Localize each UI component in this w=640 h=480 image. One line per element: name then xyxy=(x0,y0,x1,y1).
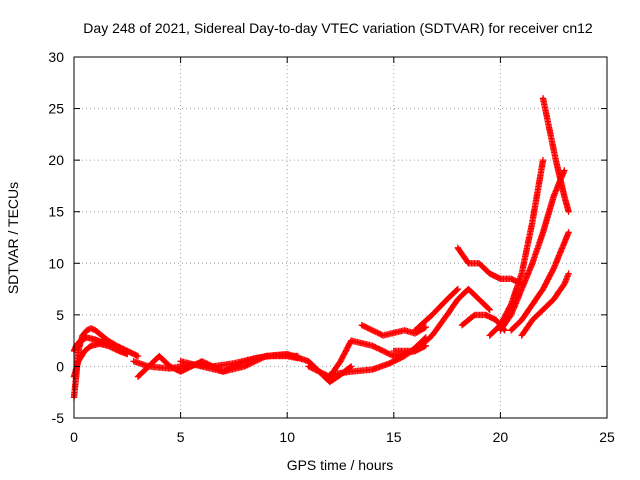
series-track-16 xyxy=(507,229,572,334)
data-point-markers xyxy=(130,351,302,372)
y-tick-label: -5 xyxy=(52,410,65,426)
chart-title: Day 248 of 2021, Sidereal Day-to-day VTE… xyxy=(83,20,593,36)
series-track-7 xyxy=(305,337,429,380)
series-track-9 xyxy=(358,322,429,339)
series-track-6 xyxy=(130,351,302,372)
data-point-markers xyxy=(411,285,461,334)
series-track-14 xyxy=(486,156,547,339)
y-tick-label: 5 xyxy=(56,307,64,323)
data-point-markers xyxy=(539,95,572,215)
data-point-markers xyxy=(70,325,142,401)
y-tick-label: 0 xyxy=(56,358,64,374)
data-point-markers xyxy=(305,337,429,380)
data-point-markers xyxy=(486,156,547,339)
y-tick-label: 30 xyxy=(48,49,64,65)
ticks: 0 5 10 15 20 25 -5 0 5 10 15 20 25 30 xyxy=(48,49,615,445)
x-tick-label: 10 xyxy=(279,429,295,445)
x-tick-label: 0 xyxy=(70,429,78,445)
series-track-12 xyxy=(454,244,525,288)
y-tick-label: 25 xyxy=(48,101,64,117)
data-point-markers xyxy=(497,167,568,334)
y-tick-label: 10 xyxy=(48,255,64,271)
x-axis-title: GPS time / hours xyxy=(287,457,394,473)
y-axis-title: SDTVAR / TECUs xyxy=(5,182,21,294)
x-tick-label: 20 xyxy=(493,429,509,445)
x-tick-label: 5 xyxy=(177,429,185,445)
data-point-markers xyxy=(454,244,525,288)
data-point-markers xyxy=(518,270,572,339)
series-track-1 xyxy=(70,325,142,401)
plot-frame xyxy=(73,56,608,419)
series-track-18 xyxy=(539,95,572,215)
data-point-markers xyxy=(358,322,429,339)
x-tick-label: 25 xyxy=(599,429,615,445)
series-track-11 xyxy=(411,285,461,334)
series-track-17 xyxy=(518,270,572,339)
data-point-markers xyxy=(507,229,572,334)
y-tick-label: 15 xyxy=(48,204,64,220)
data-point-markers xyxy=(390,285,493,355)
data-layer xyxy=(70,95,572,401)
series-track-10 xyxy=(390,285,493,355)
y-tick-label: 20 xyxy=(48,152,64,168)
series-track-15 xyxy=(497,167,568,334)
x-tick-label: 15 xyxy=(386,429,402,445)
